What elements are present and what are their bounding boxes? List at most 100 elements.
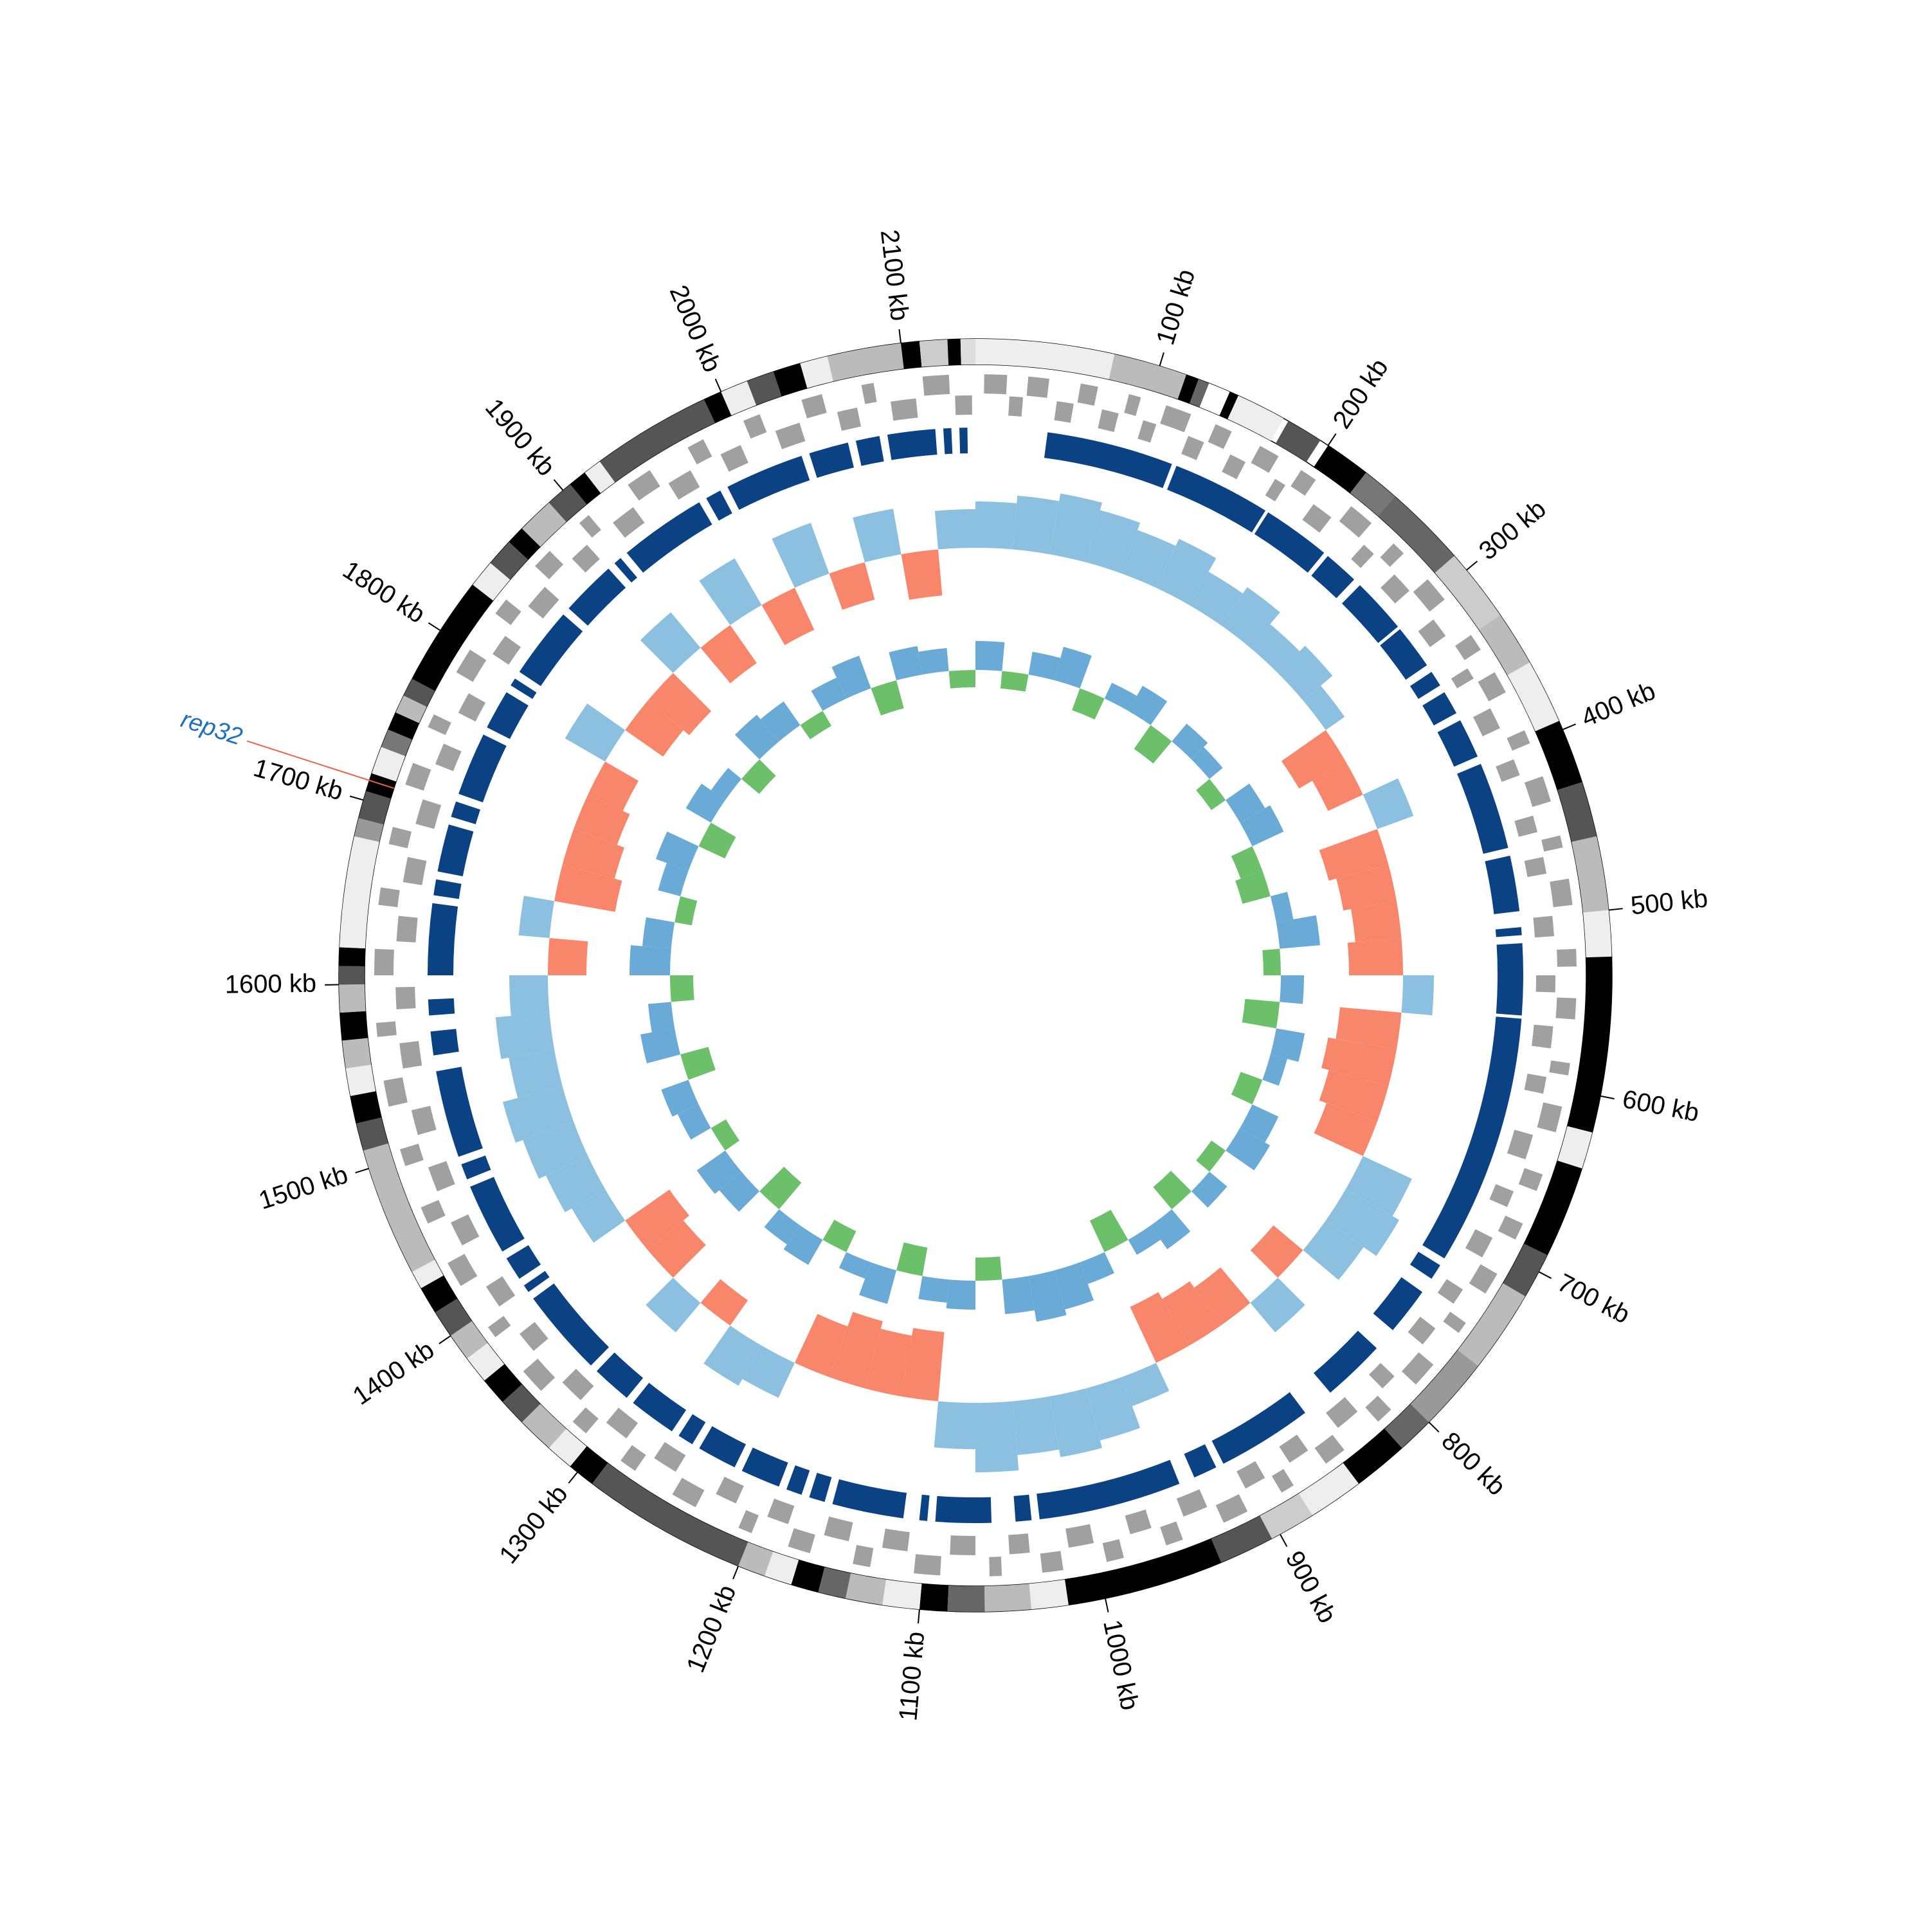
gc-bar <box>949 670 975 689</box>
block <box>1410 672 1440 699</box>
gene <box>1251 446 1279 473</box>
block <box>1184 1444 1216 1477</box>
gc-bar <box>1153 1171 1191 1209</box>
gene <box>1496 759 1519 782</box>
ideogram-band <box>975 339 1114 379</box>
gene <box>853 1545 873 1567</box>
gene <box>1507 730 1530 751</box>
gc-bar <box>975 1256 1002 1281</box>
tick-label: 400 kb <box>1577 676 1660 732</box>
gene <box>767 1499 794 1524</box>
tick-mark <box>1562 724 1575 729</box>
gene <box>1514 816 1537 837</box>
ideogram-band <box>339 984 366 1013</box>
gene <box>1265 479 1285 501</box>
block <box>615 558 637 582</box>
ideogram-band <box>919 1584 948 1611</box>
gene <box>428 1161 455 1191</box>
gene <box>1541 835 1562 851</box>
gene <box>788 1528 815 1553</box>
gene <box>488 1316 511 1337</box>
tick-label: 2100 kb <box>875 228 914 323</box>
block <box>832 1479 907 1519</box>
block <box>1037 1460 1179 1520</box>
gc-bar <box>801 711 831 739</box>
gene <box>743 414 766 438</box>
gc-bar <box>711 1119 739 1150</box>
block <box>856 436 884 465</box>
gc-bar <box>918 648 948 674</box>
gene <box>1498 1216 1523 1240</box>
gene <box>535 551 563 579</box>
gene <box>405 763 431 791</box>
block <box>919 1495 930 1521</box>
gc-bar <box>1262 949 1281 975</box>
ideogram-band <box>1507 662 1559 731</box>
block <box>520 615 583 686</box>
block <box>1167 465 1265 532</box>
tick-label: 1400 kb <box>348 1335 439 1411</box>
skew-bar <box>762 588 815 645</box>
annotation-label: rep32 <box>177 706 245 751</box>
ideogram-band <box>1571 836 1609 913</box>
block <box>678 1414 705 1445</box>
block <box>1422 692 1456 726</box>
gene <box>389 827 412 848</box>
gene <box>1008 397 1023 417</box>
skew-bar <box>565 703 626 761</box>
tick-mark <box>733 1566 738 1579</box>
ideogram-band <box>947 1585 984 1612</box>
gene <box>1549 1060 1570 1075</box>
tick-mark <box>716 379 721 392</box>
tick-mark <box>899 329 901 343</box>
gene <box>1507 1130 1533 1159</box>
ideogram-band <box>828 343 904 381</box>
gene <box>1216 1494 1248 1523</box>
gene <box>383 1078 407 1107</box>
gene <box>1525 1074 1546 1094</box>
gene <box>950 1535 975 1555</box>
tick-mark <box>554 480 563 491</box>
gc-bar <box>759 1167 801 1209</box>
block <box>936 1496 992 1523</box>
gene <box>1418 620 1446 647</box>
gene <box>1208 424 1232 449</box>
ideogram-band <box>339 947 365 966</box>
skew-bar <box>509 975 550 1016</box>
tick-label: 2000 kb <box>664 281 727 376</box>
tick-label: 900 kb <box>1280 1546 1341 1628</box>
block <box>1496 927 1522 937</box>
gene <box>1160 1521 1182 1545</box>
gene <box>1236 1461 1265 1489</box>
gene <box>378 887 399 907</box>
gc-bar <box>918 1276 948 1303</box>
gene <box>412 1106 437 1135</box>
skew-bar <box>829 563 875 610</box>
gene <box>520 1322 548 1351</box>
gene <box>400 1144 424 1166</box>
gc-bar <box>1001 671 1028 692</box>
block <box>511 678 536 699</box>
gc-bar <box>1090 1210 1128 1252</box>
gc-bar <box>741 759 775 794</box>
block <box>887 429 937 460</box>
gene <box>435 744 462 772</box>
tick-mark <box>1280 1534 1287 1546</box>
gc-bar <box>975 641 1004 671</box>
gene <box>458 693 485 721</box>
ideogram-band <box>1458 1283 1525 1366</box>
block <box>428 903 458 975</box>
ideogram-band <box>947 339 961 365</box>
tick-mark <box>918 1609 919 1623</box>
block <box>742 1448 788 1487</box>
block <box>809 1473 831 1502</box>
tick-label: 300 kb <box>1474 494 1552 565</box>
gc-bar <box>889 646 922 680</box>
gene <box>1519 1168 1543 1191</box>
skew-bar <box>519 896 554 938</box>
skew-bar <box>1251 1225 1303 1277</box>
block <box>433 880 461 899</box>
gene <box>1008 1533 1029 1554</box>
